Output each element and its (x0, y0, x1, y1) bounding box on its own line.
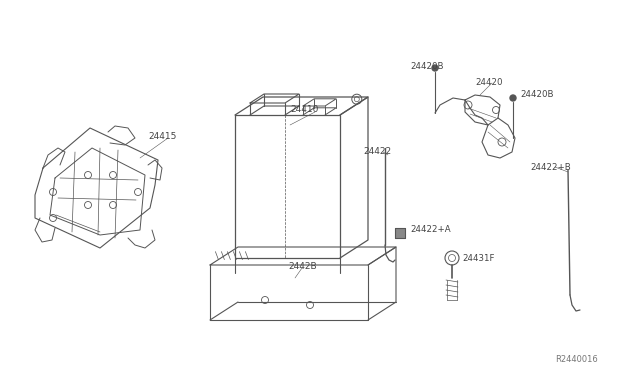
Bar (395, 228, 405, 238)
Text: 24422: 24422 (363, 147, 391, 156)
Text: 24410: 24410 (290, 105, 318, 114)
Text: 24415: 24415 (148, 132, 177, 141)
Circle shape (510, 95, 516, 101)
Text: 24420B: 24420B (520, 90, 554, 99)
Text: 24422+A: 24422+A (410, 225, 451, 234)
Text: 2442B: 2442B (288, 262, 317, 271)
Text: 24420: 24420 (475, 78, 502, 87)
Text: R2440016: R2440016 (555, 355, 598, 364)
Text: 24422+B: 24422+B (530, 163, 571, 172)
Text: 24420B: 24420B (410, 62, 444, 71)
Circle shape (432, 65, 438, 71)
Text: 24431F: 24431F (462, 254, 495, 263)
